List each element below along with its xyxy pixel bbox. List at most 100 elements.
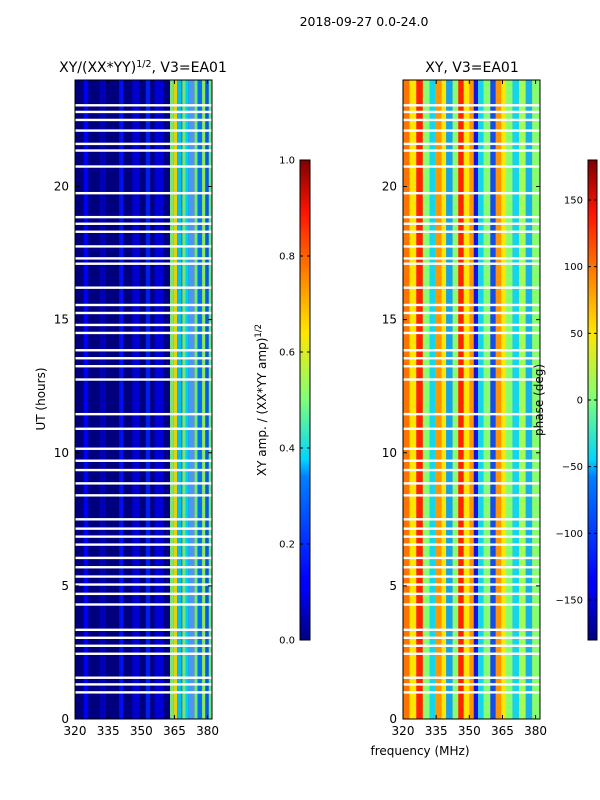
- flagged-gap: [403, 628, 540, 632]
- x-tick-label: 335: [97, 724, 120, 738]
- right-panel-title: XY, V3=EA01: [425, 60, 519, 76]
- flagged-gap: [403, 447, 540, 450]
- colorbar-tick-label: 1.0: [279, 156, 295, 167]
- flagged-gap: [75, 129, 212, 132]
- flagged-gap: [403, 644, 540, 647]
- flagged-gap: [75, 245, 212, 248]
- flagged-gap: [75, 257, 212, 260]
- flagged-gap: [403, 556, 540, 560]
- y-tick-label: 5: [389, 579, 397, 593]
- flagged-gap: [403, 165, 540, 168]
- flagged-gap: [403, 286, 540, 289]
- flagged-gap: [403, 357, 540, 360]
- flagged-gap: [403, 652, 540, 655]
- flagged-gap: [75, 142, 212, 146]
- colorbar-tick-label: 0.4: [279, 444, 295, 455]
- left-ylabel: UT (hours): [34, 367, 48, 430]
- flagged-gap: [75, 691, 212, 694]
- flagged-gap: [75, 222, 212, 225]
- flagged-gap: [75, 518, 212, 521]
- flagged-gap: [75, 191, 212, 195]
- x-tick-label: 350: [458, 724, 481, 738]
- colorbar-tick-label: 150: [564, 196, 583, 207]
- flagged-gap: [403, 575, 540, 578]
- phase-colorbar: 150 100 50 0 −50 −100 −150: [556, 159, 598, 641]
- y-tick-label: 20: [54, 180, 69, 194]
- y-tick-label: 5: [61, 579, 69, 593]
- flagged-gap: [75, 535, 212, 538]
- colorbar-tick-label: −150: [556, 596, 583, 607]
- flagged-gap: [403, 676, 540, 679]
- flagged-gap: [75, 215, 212, 219]
- flagged-gap: [403, 468, 540, 472]
- flagged-gap: [75, 149, 212, 152]
- flagged-gap: [403, 331, 540, 335]
- flagged-gap: [75, 447, 212, 450]
- flagged-gap: [403, 230, 540, 233]
- flagged-gap: [403, 566, 540, 569]
- flagged-gap: [75, 468, 212, 472]
- x-tick-label: 320: [392, 724, 415, 738]
- flagged-gap: [75, 566, 212, 569]
- colorbar-tick-label: 0.6: [279, 348, 295, 359]
- y-tick-label: 10: [382, 446, 397, 460]
- right-heatmap: [402, 79, 541, 720]
- flagged-gap: [75, 357, 212, 360]
- flagged-gap: [75, 349, 212, 352]
- flagged-gap: [403, 149, 540, 152]
- y-tick-label: 15: [54, 313, 69, 327]
- x-tick-label: 365: [491, 724, 514, 738]
- flagged-gap: [75, 575, 212, 578]
- colorbar-tick-label: 0.8: [279, 252, 295, 263]
- flagged-gap: [403, 118, 540, 122]
- flagged-gap: [75, 583, 212, 586]
- flagged-gap: [75, 331, 212, 335]
- flagged-gap: [75, 365, 212, 368]
- flagged-gap: [75, 311, 212, 315]
- flagged-gap: [75, 378, 212, 381]
- flagged-gap: [403, 427, 540, 430]
- flagged-gap: [403, 142, 540, 146]
- flagged-gap: [403, 603, 540, 606]
- x-tick-label: 380: [524, 724, 547, 738]
- flagged-gap: [403, 535, 540, 538]
- flagged-gap: [75, 676, 212, 679]
- flagged-gap: [75, 644, 212, 647]
- colorbar-tick-label: 0.0: [279, 636, 295, 647]
- flagged-gap: [75, 556, 212, 560]
- flagged-gap: [75, 104, 212, 107]
- flagged-gap: [75, 262, 212, 265]
- flagged-gap: [403, 257, 540, 260]
- flagged-gap: [75, 592, 212, 596]
- flagged-gap: [75, 230, 212, 233]
- flagged-gap: [403, 482, 540, 485]
- flagged-gap: [75, 636, 212, 639]
- flagged-gap: [75, 459, 212, 462]
- flagged-gap: [75, 652, 212, 655]
- y-tick-label: 0: [389, 712, 397, 726]
- shared-xlabel: frequency (MHz): [370, 744, 469, 758]
- flagged-gap: [75, 482, 212, 485]
- colorbar-tick-label: 100: [564, 262, 583, 273]
- y-tick-label: 10: [54, 446, 69, 460]
- left-axis-ticks: 320 335 350 365 380 0 5 10 15 20: [54, 80, 219, 738]
- x-tick-label: 350: [130, 724, 153, 738]
- phase-colorbar-label: phase (deg): [532, 364, 546, 436]
- y-tick-label: 15: [382, 313, 397, 327]
- colorbar-tick-label: −50: [562, 462, 583, 473]
- flagged-gap: [403, 518, 540, 521]
- flagged-gap: [75, 603, 212, 606]
- x-tick-label: 380: [196, 724, 219, 738]
- flagged-gap: [403, 110, 540, 114]
- flagged-gap: [75, 412, 212, 416]
- x-tick-label: 320: [64, 724, 87, 738]
- flagged-gap: [403, 104, 540, 107]
- flagged-gap: [403, 245, 540, 248]
- figure-suptitle: 2018-09-27 0.0-24.0: [300, 14, 429, 29]
- y-tick-label: 20: [382, 180, 397, 194]
- flagged-gap: [75, 628, 212, 632]
- y-tick-label: 0: [61, 712, 69, 726]
- flagged-gap: [403, 191, 540, 195]
- flagged-gap: [403, 636, 540, 639]
- flagged-gap: [403, 303, 540, 307]
